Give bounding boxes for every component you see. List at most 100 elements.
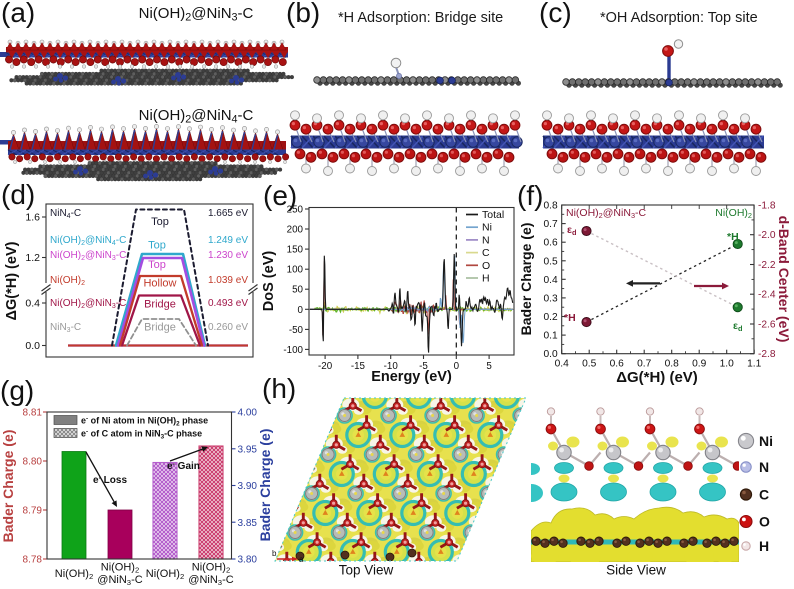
svg-text:H: H	[759, 538, 769, 554]
svg-text:0.0: 0.0	[25, 340, 40, 352]
svg-text:Ni(OH)2​: Ni(OH)2​	[101, 562, 140, 575]
svg-text:C: C	[759, 487, 769, 503]
svg-text:*H: *H	[564, 312, 576, 324]
svg-text:3.80: 3.80	[238, 555, 258, 566]
svg-text:@NiN3​-C: @NiN3​-C	[97, 574, 142, 587]
svg-text:εd​: εd​	[733, 320, 742, 333]
svg-text:N: N	[759, 459, 769, 475]
svg-text:0.9: 0.9	[692, 359, 706, 370]
svg-text:0: 0	[454, 361, 460, 372]
svg-text:0.2: 0.2	[544, 312, 558, 323]
svg-text:ΔG(*H) (eV): ΔG(*H) (eV)	[616, 369, 698, 386]
svg-text:-15: -15	[351, 361, 366, 372]
svg-text:-2.2: -2.2	[758, 260, 776, 271]
svg-text:Ni(OH)2​@NiN3​-C: Ni(OH)2​@NiN3​-C	[50, 250, 126, 262]
svg-text:Ni(OH)2​@NiN4​-C: Ni(OH)2​@NiN4​-C	[50, 235, 126, 247]
svg-text:(d): (d)	[1, 179, 35, 210]
svg-text:Bridge: Bridge	[144, 322, 176, 334]
svg-text:(a): (a)	[1, 0, 35, 28]
svg-text:5: 5	[486, 361, 492, 372]
svg-text:8.81: 8.81	[23, 408, 43, 419]
svg-text:0.1: 0.1	[544, 331, 558, 342]
svg-text:1.249 eV: 1.249 eV	[208, 235, 248, 246]
svg-text:Ni: Ni	[759, 433, 773, 449]
svg-text:(h): (h)	[262, 373, 296, 404]
svg-text:d-Band Center (eV): d-Band Center (eV)	[776, 216, 792, 343]
svg-text:Bridge: Bridge	[144, 299, 176, 311]
svg-text:-1.8: -1.8	[758, 201, 776, 212]
svg-text:Energy (eV): Energy (eV)	[371, 369, 452, 385]
svg-text:0.6: 0.6	[610, 359, 624, 370]
svg-text:O: O	[759, 514, 770, 530]
svg-text:Ni(OH)2​: Ni(OH)2​	[146, 568, 185, 581]
svg-text:3.85: 3.85	[238, 518, 258, 529]
svg-text:N: N	[482, 234, 490, 246]
svg-text:e-​ of C atom in NiN3​-C phase: e-​ of C atom in NiN3​-C phase	[81, 429, 202, 441]
svg-text:0.6: 0.6	[544, 238, 558, 249]
svg-text:Bader Charge (e): Bader Charge (e)	[257, 429, 273, 542]
svg-text:Hollow: Hollow	[143, 278, 176, 290]
svg-text:0.3: 0.3	[544, 293, 558, 304]
svg-text:NiN3​-C: NiN3​-C	[50, 322, 81, 334]
svg-text:e-​ Loss: e-​ Loss	[93, 475, 127, 486]
svg-text:Ni(OH)2​: Ni(OH)2​	[715, 207, 752, 220]
svg-text:O: O	[482, 260, 490, 272]
svg-text:1.665 eV: 1.665 eV	[208, 208, 248, 219]
svg-text:Ni(OH)2​@NiN3​-C: Ni(OH)2​@NiN3​-C	[50, 298, 126, 310]
svg-text:DoS (eV): DoS (eV)	[261, 251, 277, 312]
svg-text:Top: Top	[151, 216, 169, 228]
svg-text:(c): (c)	[539, 0, 572, 28]
svg-text:ΔG(*H) (eV): ΔG(*H) (eV)	[4, 241, 20, 320]
svg-text:H: H	[482, 273, 490, 285]
svg-text:0.4: 0.4	[544, 275, 558, 286]
svg-text:b: b	[272, 549, 277, 558]
svg-text:-10: -10	[384, 361, 399, 372]
svg-text:-2.4: -2.4	[758, 290, 776, 301]
svg-text:εd​: εd​	[567, 224, 576, 237]
svg-text:1.1: 1.1	[747, 359, 761, 370]
svg-text:150: 150	[287, 245, 304, 256]
svg-text:-20: -20	[318, 361, 333, 372]
svg-text:8.78: 8.78	[23, 555, 43, 566]
svg-text:*OH Adsorption: Top site: *OH Adsorption: Top site	[600, 10, 758, 26]
svg-text:200: 200	[287, 225, 304, 236]
svg-text:Ni(OH)2​: Ni(OH)2​	[192, 562, 231, 575]
svg-text:@NiN3​-C: @NiN3​-C	[188, 574, 233, 587]
svg-text:Bader Charge (e): Bader Charge (e)	[518, 223, 534, 336]
svg-text:(g): (g)	[0, 375, 34, 406]
svg-text:Ni(OH)2​: Ni(OH)2​	[50, 275, 85, 287]
svg-text:a: a	[299, 555, 304, 564]
svg-text:0.493 eV: 0.493 eV	[208, 298, 248, 309]
svg-text:-2.0: -2.0	[758, 230, 776, 241]
svg-text:0.5: 0.5	[582, 359, 596, 370]
svg-text:Ni(OH)2​: Ni(OH)2​	[55, 568, 94, 581]
svg-text:0: 0	[298, 305, 304, 316]
svg-text:Bader Charge (e): Bader Charge (e)	[0, 430, 16, 543]
svg-text:0.5: 0.5	[544, 256, 558, 267]
svg-text:Ni(OH)2​@NiN4​-C: Ni(OH)2​@NiN4​-C	[139, 107, 254, 126]
svg-text:-100: -100	[283, 345, 303, 356]
svg-text:8.80: 8.80	[23, 457, 43, 468]
svg-text:1.6: 1.6	[25, 212, 40, 224]
svg-text:C: C	[482, 247, 490, 259]
svg-text:0.260 eV: 0.260 eV	[208, 322, 248, 333]
svg-text:Total: Total	[482, 209, 504, 221]
svg-text:4.00: 4.00	[238, 408, 258, 419]
svg-text:1.039 eV: 1.039 eV	[208, 275, 248, 286]
svg-text:3.90: 3.90	[238, 481, 258, 492]
svg-text:3.95: 3.95	[238, 444, 258, 455]
svg-text:100: 100	[287, 265, 304, 276]
svg-text:0.8: 0.8	[665, 359, 679, 370]
svg-text:Side View: Side View	[606, 563, 666, 578]
svg-text:NiN4​-C: NiN4​-C	[50, 208, 81, 220]
svg-text:Ni(OH)2​@NiN3​-C: Ni(OH)2​@NiN3​-C	[139, 5, 254, 24]
svg-text:*H Adsorption: Bridge site: *H Adsorption: Bridge site	[338, 10, 503, 26]
svg-text:Top: Top	[148, 240, 166, 252]
svg-text:1.2: 1.2	[25, 252, 40, 264]
svg-text:-2.6: -2.6	[758, 319, 776, 330]
svg-text:1.230 eV: 1.230 eV	[208, 250, 248, 261]
svg-text:0.4: 0.4	[25, 298, 40, 310]
svg-text:Ni: Ni	[482, 222, 492, 234]
svg-text:1.0: 1.0	[720, 359, 734, 370]
svg-text:0.7: 0.7	[637, 359, 651, 370]
